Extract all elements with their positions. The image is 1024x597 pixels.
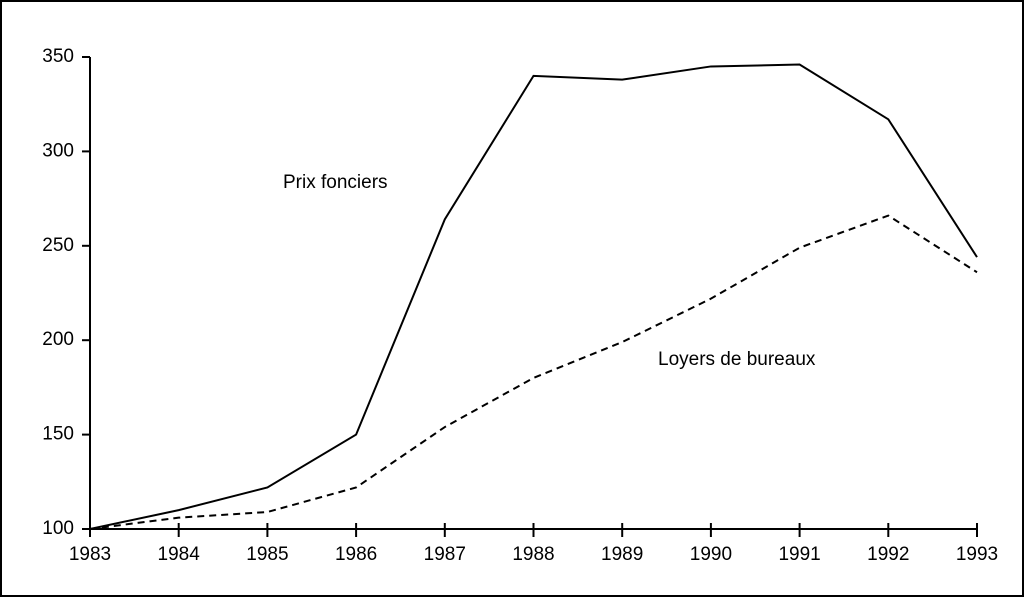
y-tick-label: 200 (42, 329, 74, 350)
y-tick-label: 350 (42, 46, 74, 67)
series-label: Prix fonciers (283, 172, 388, 193)
x-tick-label: 1992 (867, 544, 909, 565)
series-line (89, 214, 978, 530)
x-tick-label: 1985 (246, 544, 288, 565)
x-tick-label: 1990 (690, 544, 732, 565)
y-tick-label: 150 (42, 424, 74, 445)
y-tick-label: 250 (42, 235, 74, 256)
x-tick-label: 1987 (424, 544, 466, 565)
x-tick-label: 1991 (778, 544, 820, 565)
x-tick-label: 1993 (956, 544, 998, 565)
y-tick-label: 300 (42, 140, 74, 161)
x-tick-label: 1988 (512, 544, 554, 565)
x-tick-label: 1989 (601, 544, 643, 565)
series-line (89, 63, 978, 530)
x-tick-label: 1986 (335, 544, 377, 565)
x-tick-label: 1983 (69, 544, 111, 565)
series-label: Loyers de bureaux (658, 349, 816, 370)
x-tick-label: 1984 (158, 544, 201, 565)
y-tick-label: 100 (42, 518, 74, 539)
